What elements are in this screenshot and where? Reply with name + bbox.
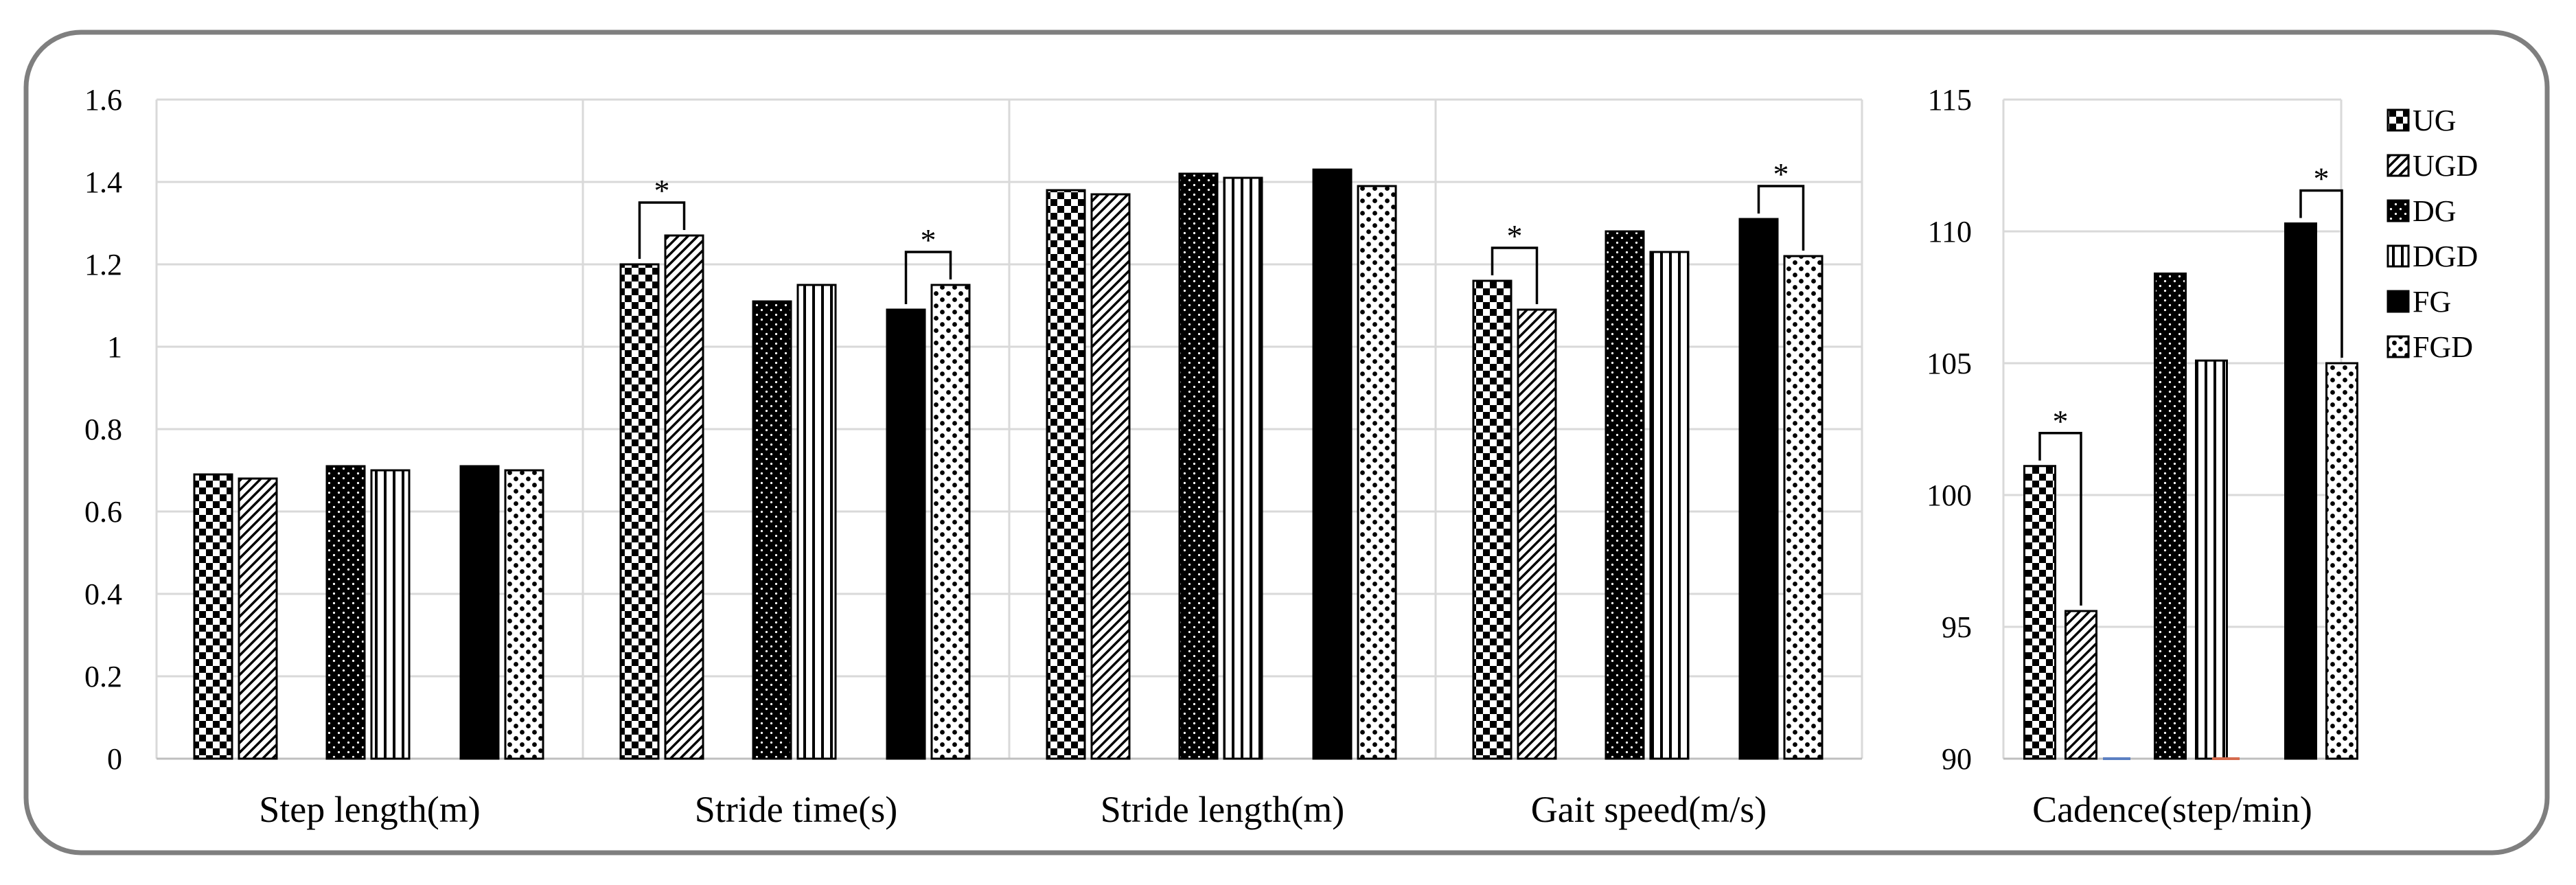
bar-dgd-stride-time-s — [796, 284, 837, 760]
y-tick-label: 100 — [1927, 479, 1972, 512]
bar-dgd-step-length-m — [370, 469, 411, 760]
significance-star: * — [654, 173, 670, 208]
bar-dgd-stride-length-m — [1223, 176, 1263, 760]
significance-bracket — [904, 251, 952, 304]
bar-fg-cadence-step-min — [2284, 222, 2317, 760]
bar-ug-stride-length-m — [1046, 189, 1086, 760]
bar-ug-cadence-step-min — [2023, 465, 2056, 760]
significance-star: * — [1773, 157, 1789, 192]
bar-fgd-cadence-step-min — [2325, 362, 2358, 760]
bar-dg-gait-speed-m-s — [1605, 230, 1645, 760]
y-tick-label: 110 — [1928, 215, 1972, 249]
y-tick-label: 1.6 — [84, 83, 122, 117]
y-tick-label: 1.4 — [84, 165, 122, 199]
bar-fg-step-length-m — [459, 465, 500, 760]
x-category-label: Gait speed(m/s) — [1531, 789, 1767, 830]
bar-ugd-step-length-m — [238, 477, 278, 760]
y-tick-label: 0.6 — [84, 495, 122, 529]
bar-dg-step-length-m — [325, 465, 366, 760]
bar-ug-gait-speed-m-s — [1472, 279, 1513, 760]
legend-label-dgd: DGD — [2413, 240, 2478, 273]
y-tick-label: 0.4 — [84, 577, 122, 611]
significance-star: * — [2053, 404, 2069, 439]
bar-dgd-gait-speed-m-s — [1649, 251, 1690, 760]
x-category-label: Stride length(m) — [1101, 789, 1344, 830]
significance-bracket — [1491, 246, 1539, 304]
legend-label-fg: FG — [2413, 285, 2451, 319]
legend-label-ug: UG — [2413, 104, 2457, 137]
x-category-label: Cadence(step/min) — [2032, 789, 2312, 830]
y-tick-label: 1.2 — [84, 248, 122, 281]
legend-swatch-ugd — [2387, 154, 2410, 177]
legend: UG UGD DG DGD FG FGD — [2387, 104, 2478, 364]
significance-star: * — [1507, 218, 1523, 253]
y-tick-label: 0.8 — [84, 413, 122, 446]
y-tick-label: 90 — [1942, 742, 1972, 776]
legend-label-fgd: FGD — [2413, 330, 2473, 364]
chart-panel-2: 90 95 100 105 110 115 Cadence(step/min) * * — [1927, 83, 2358, 830]
legend-swatch-fg — [2387, 290, 2410, 313]
legend-label-ugd: UGD — [2413, 149, 2478, 183]
bar-fg-stride-length-m — [1312, 168, 1353, 760]
bar-ugd-stride-length-m — [1090, 193, 1131, 760]
significance-star: * — [2314, 161, 2330, 196]
chart-panel-1: 0 0.2 0.4 0.6 0.8 1 1.2 1.4 1.6 Step length(m) Str… — [84, 83, 1863, 830]
legend-swatch-ug — [2387, 108, 2410, 132]
bar-fg-stride-time-s — [886, 308, 926, 760]
bar-ug-stride-time-s — [619, 263, 660, 760]
legend-swatch-fgd — [2387, 335, 2410, 358]
significance-bracket — [2038, 432, 2082, 606]
bar-dg-cadence-step-min — [2154, 272, 2187, 760]
bar-ugd-gait-speed-m-s — [1517, 308, 1557, 760]
bar-fgd-gait-speed-m-s — [1783, 255, 1824, 760]
bar-dg-stride-length-m — [1178, 172, 1219, 760]
significance-bracket — [1757, 185, 1805, 251]
bar-ugd-cadence-step-min — [2065, 610, 2097, 760]
y-tick-label: 105 — [1927, 347, 1972, 380]
legend-swatch-dg — [2387, 199, 2410, 222]
y-tick-label: 1 — [107, 330, 122, 364]
bar-ugd-stride-time-s — [664, 234, 704, 760]
bar-dg-stride-time-s — [752, 300, 792, 760]
significance-bracket — [638, 201, 686, 259]
x-category-label: Step length(m) — [259, 789, 480, 830]
bar-dgd-cadence-step-min — [2195, 359, 2228, 760]
bar-fgd-stride-length-m — [1357, 185, 1397, 760]
bar-fgd-step-length-m — [504, 469, 544, 760]
y-tick-label: 0 — [107, 742, 122, 776]
x-category-label: Stride time(s) — [695, 789, 897, 830]
y-tick-label: 0.2 — [84, 660, 122, 693]
bar-fg-gait-speed-m-s — [1738, 218, 1779, 760]
significance-bracket — [2299, 189, 2343, 358]
significance-star: * — [921, 222, 936, 257]
y-tick-label: 95 — [1942, 610, 1972, 644]
y-tick-label: 115 — [1928, 83, 1972, 117]
legend-swatch-dgd — [2387, 244, 2410, 268]
bar-fgd-stride-time-s — [930, 284, 971, 760]
bar-ug-step-length-m — [193, 473, 233, 760]
legend-label-dg: DG — [2413, 194, 2457, 228]
